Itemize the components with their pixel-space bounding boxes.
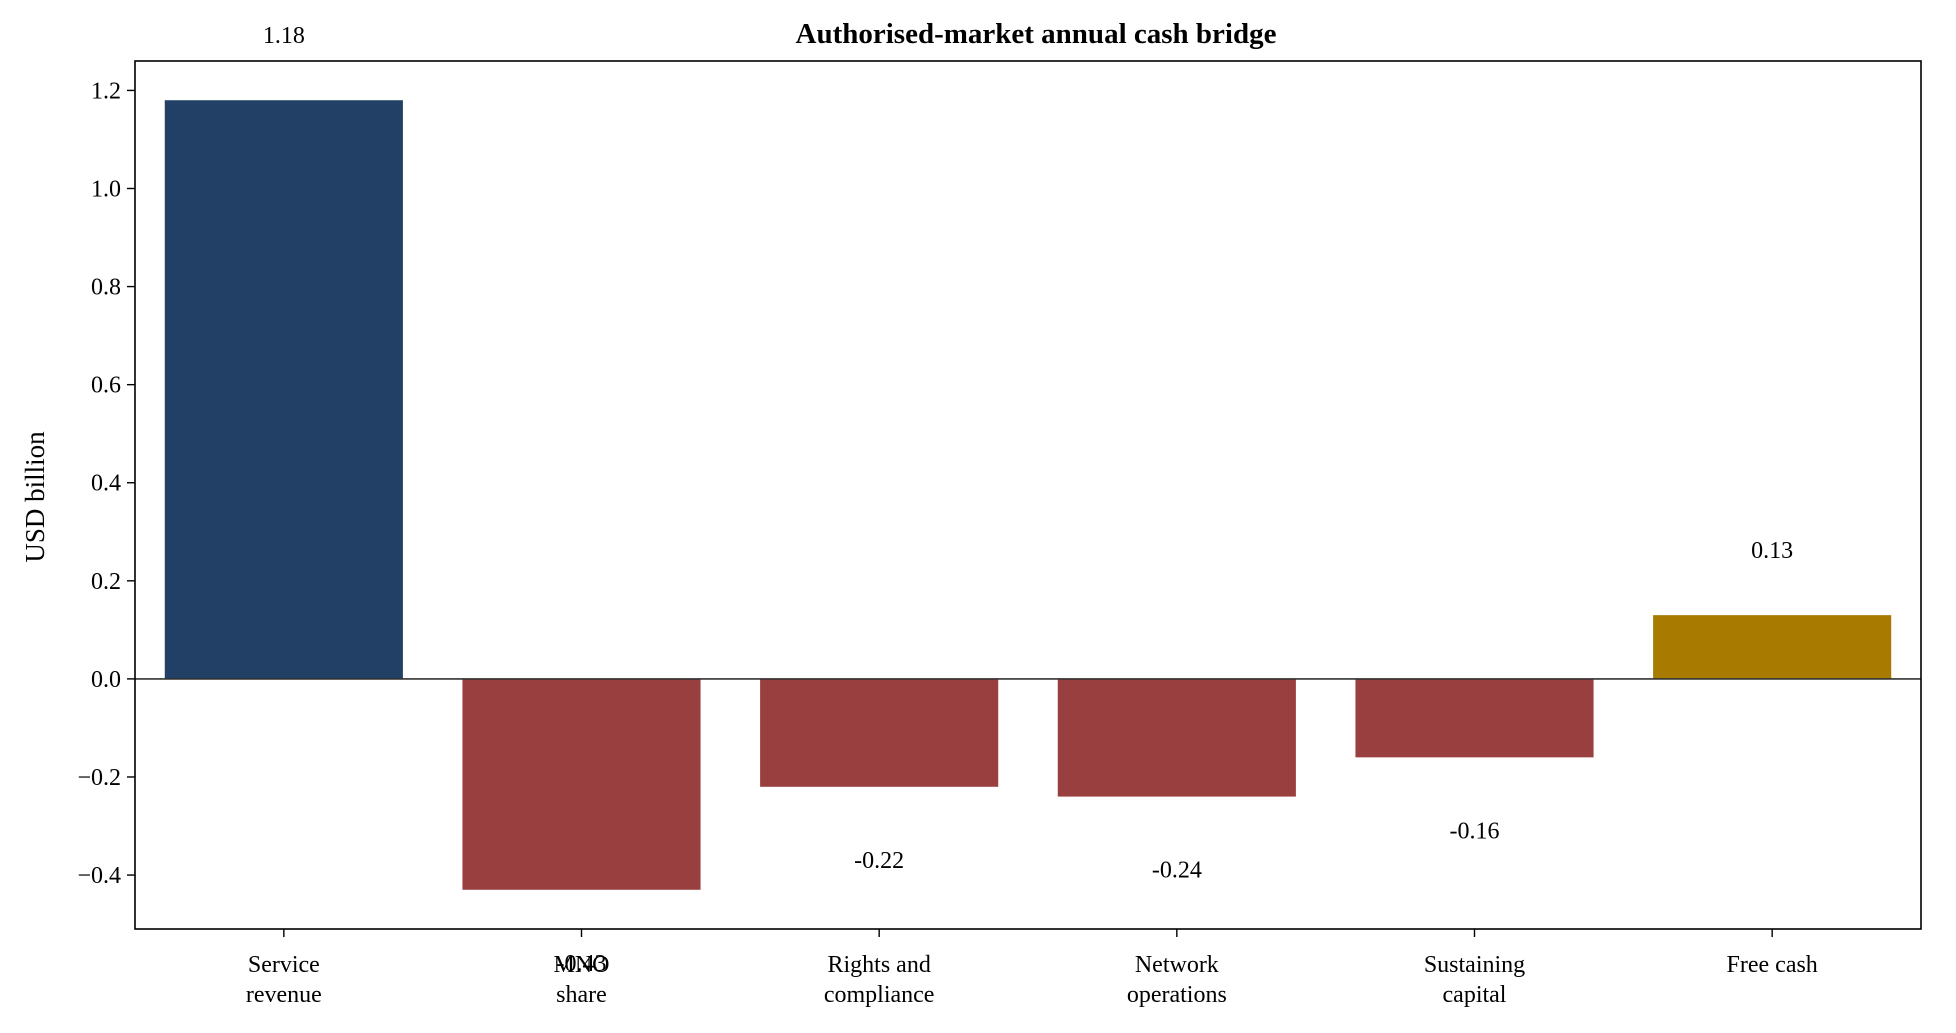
y-tick-label: −0.4 [77,863,121,889]
x-tick-label: Service [248,952,320,978]
x-tick-label: share [556,982,607,1008]
x-tick-label: revenue [246,982,322,1008]
y-tick-label: −0.2 [77,765,121,791]
data-label: 1.18 [263,23,305,49]
x-tick-label: operations [1127,982,1227,1008]
bar-2 [462,678,701,890]
bar-6 [1653,615,1892,679]
y-tick-label: 0.0 [91,667,121,693]
data-label: -0.22 [854,848,904,874]
bar-3 [760,678,999,787]
plot-area: −0.4 −0.2 0.0 0.2 0.4 0.6 0.8 1.0 1.2 Service reve… [77,23,1922,1008]
data-label: -0.24 [1152,858,1202,884]
y-tick-label: 0.8 [91,275,121,301]
y-tick-label: 0.2 [91,569,121,595]
x-tick-label: capital [1443,982,1507,1008]
y-tick-label: 1.0 [91,177,121,203]
bar-4 [1057,678,1296,797]
plot-frame [134,60,1922,930]
bar-5 [1355,678,1594,758]
chart-title: Authorised-market annual cash bridge [796,18,1277,50]
y-tick-label: 1.2 [91,78,121,104]
x-tick-label: MNO [553,952,609,978]
x-tick-label: Rights and [827,952,930,978]
data-label: 0.13 [1751,538,1793,564]
x-tick-label: Sustaining [1424,952,1525,978]
y-axis-label: USD billion [20,431,50,563]
y-tick-label: 0.6 [91,373,121,399]
data-label: -0.16 [1450,818,1500,844]
data-label: -0.43 [557,951,607,977]
bar-1 [164,100,403,679]
x-tick-label: Network [1135,952,1219,978]
x-tick-label: Free cash [1727,952,1818,978]
x-tick-label: compliance [824,982,935,1008]
y-tick-label: 0.4 [91,471,121,497]
